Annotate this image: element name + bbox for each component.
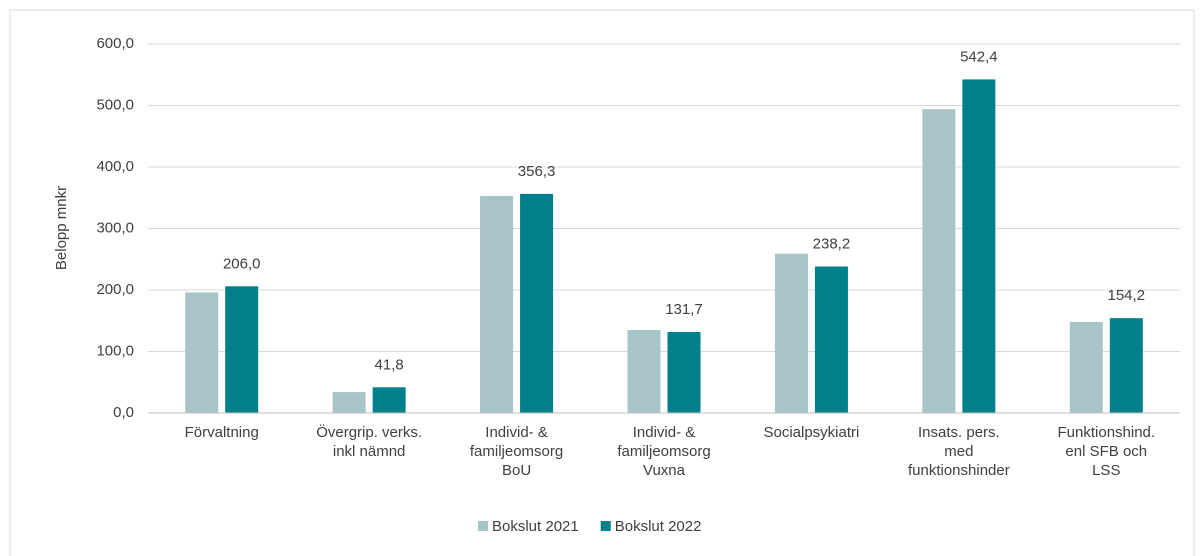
y-tick-label: 0,0 [113,404,134,421]
bar [225,286,259,413]
legend-swatch [600,521,611,531]
bar [332,392,366,413]
value-label: 238,2 [813,235,851,252]
y-tick-label: 300,0 [96,219,134,236]
bar [627,329,661,413]
value-label: 356,3 [518,163,556,180]
y-tick-label: 600,0 [96,35,134,52]
y-tick-label: 400,0 [96,158,134,175]
x-tick-label: Funktionshind. enl SFB och LSS [1058,424,1156,479]
bar [520,193,554,413]
value-label: 154,2 [1108,287,1146,304]
value-label: 131,7 [665,301,703,318]
x-tick-label: Individ- & familjeomsorg Vuxna [617,424,710,479]
legend-label: Bokslut 2021 [492,518,579,535]
bar [372,387,406,413]
bar [814,266,848,413]
x-tick-label: Insats. pers. med funktionshinder [908,424,1010,479]
value-label: 206,0 [223,255,261,272]
y-tick-label: 200,0 [96,281,134,298]
value-label: 542,4 [960,48,998,65]
x-tick-label: Socialpsykiatri [763,424,859,441]
bar [962,79,996,413]
x-tick-label: Individ- & familjeomsorg BoU [470,424,563,479]
bar [1109,318,1143,413]
bar [480,195,514,413]
bar [185,292,219,413]
y-axis-label: Belopp mnkr [53,186,70,270]
x-tick-label: Övergrip. verks. inkl nämnd [316,423,422,460]
y-tick-label: 100,0 [96,342,134,359]
bar [922,109,956,413]
legend-swatch [478,521,488,531]
legend-label: Bokslut 2022 [615,518,702,535]
bar [774,253,808,413]
x-tick-label: Förvaltning [185,424,259,441]
bar [667,332,701,413]
y-tick-label: 500,0 [96,96,134,113]
chart-frame [9,9,1195,556]
bar [1069,321,1103,413]
value-label: 41,8 [375,356,404,373]
